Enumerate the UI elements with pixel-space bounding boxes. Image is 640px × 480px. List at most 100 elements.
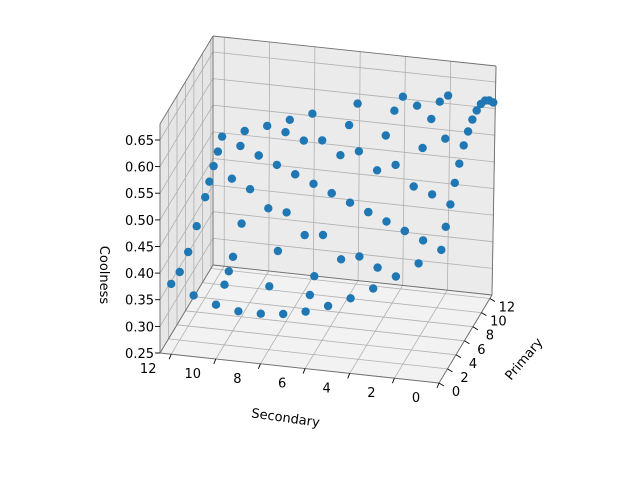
data-point	[336, 151, 345, 160]
data-point	[381, 131, 390, 140]
data-point	[446, 200, 455, 209]
data-point	[364, 207, 373, 217]
data-point	[211, 300, 221, 309]
y-tick-label: 4	[323, 381, 331, 396]
x-axis-label: Primary	[503, 335, 547, 383]
data-point	[189, 291, 198, 300]
data-point	[318, 136, 327, 145]
data-point	[427, 114, 436, 124]
x-tick-label: 12	[499, 301, 516, 316]
back-pane	[213, 36, 496, 295]
y-axis-label: Secondary	[250, 406, 321, 430]
grid-line	[210, 268, 490, 299]
x-tick-label: 4	[469, 357, 477, 372]
grid-line	[159, 158, 214, 247]
data-point	[468, 115, 477, 124]
grid-line	[168, 338, 448, 370]
data-point	[323, 301, 333, 311]
data-point	[281, 128, 290, 137]
grid-line	[212, 104, 495, 136]
data-point	[476, 99, 486, 109]
x-tick-label: 8	[486, 329, 494, 344]
grid-line	[447, 61, 452, 291]
data-point	[309, 179, 318, 188]
x-tick-mark	[464, 340, 470, 345]
grid-line	[313, 46, 316, 276]
y-tick-mark	[213, 358, 217, 365]
x-tick-label: 2	[460, 371, 468, 386]
data-point	[345, 198, 355, 207]
data-point	[346, 294, 355, 303]
data-point	[282, 208, 291, 217]
data-point	[398, 92, 408, 101]
data-point	[192, 222, 201, 231]
data-point	[240, 126, 249, 136]
z-tick-label: 0.55	[125, 187, 154, 202]
data-point	[273, 246, 283, 256]
data-point	[354, 147, 364, 156]
grid-line	[215, 270, 270, 360]
pane-edge	[212, 35, 497, 67]
pane-edge	[159, 264, 214, 354]
z-tick-label: 0.30	[125, 320, 154, 335]
data-point	[201, 193, 210, 202]
data-point	[237, 219, 246, 228]
z-tick-label: 0.60	[125, 161, 154, 176]
y-tick-mark	[391, 378, 395, 384]
grid-line	[202, 282, 482, 313]
axis-ticks: 0246810120246810120.250.300.350.400.450.…	[125, 134, 515, 406]
data-point	[382, 217, 391, 226]
y-tick-mark	[302, 368, 306, 374]
grid-line	[159, 51, 214, 141]
z-tick-label: 0.50	[125, 214, 154, 229]
y-tick-label: 6	[278, 377, 286, 392]
data-point	[373, 263, 382, 272]
data-point	[372, 166, 382, 175]
axis-panes	[160, 36, 496, 383]
data-point	[318, 230, 328, 240]
y-tick-label: 12	[140, 362, 157, 377]
data-point	[265, 282, 274, 291]
z-tick-label: 0.35	[125, 294, 154, 309]
grid-line	[349, 285, 404, 374]
grid-line	[212, 78, 496, 109]
data-point	[217, 132, 227, 141]
data-point	[279, 309, 288, 319]
data-point	[234, 307, 243, 316]
data-point	[184, 247, 193, 257]
data-point	[390, 106, 399, 115]
data-point	[391, 272, 401, 281]
y-tick-label: 0	[412, 391, 420, 406]
data-point	[264, 204, 273, 213]
grid-line	[159, 78, 214, 167]
grid-line	[170, 265, 225, 355]
data-point	[256, 309, 265, 318]
x-tick-mark	[438, 382, 445, 387]
data-point	[472, 106, 481, 115]
grid-line	[159, 238, 214, 327]
data-point	[310, 272, 319, 281]
pane-edge	[159, 35, 214, 125]
y-tick-mark	[436, 382, 440, 389]
data-point	[412, 101, 422, 110]
data-point	[455, 159, 464, 168]
data-point	[336, 255, 346, 264]
data-point	[254, 151, 263, 160]
grid-line	[159, 104, 214, 194]
data-point	[272, 160, 282, 170]
z-axis-label: Coolness	[96, 246, 111, 305]
y-tick-mark	[168, 354, 172, 360]
z-tick-label: 0.40	[125, 267, 154, 282]
data-point	[209, 161, 218, 171]
data-point	[435, 97, 444, 106]
y-tick-mark	[257, 363, 261, 369]
x-tick-label: 10	[490, 315, 507, 330]
data-point	[463, 127, 473, 136]
grid-line	[176, 324, 457, 356]
data-point	[228, 252, 238, 261]
data-point	[418, 236, 428, 245]
data-point	[344, 120, 354, 130]
axis-edges	[159, 35, 497, 384]
data-point	[459, 141, 468, 150]
